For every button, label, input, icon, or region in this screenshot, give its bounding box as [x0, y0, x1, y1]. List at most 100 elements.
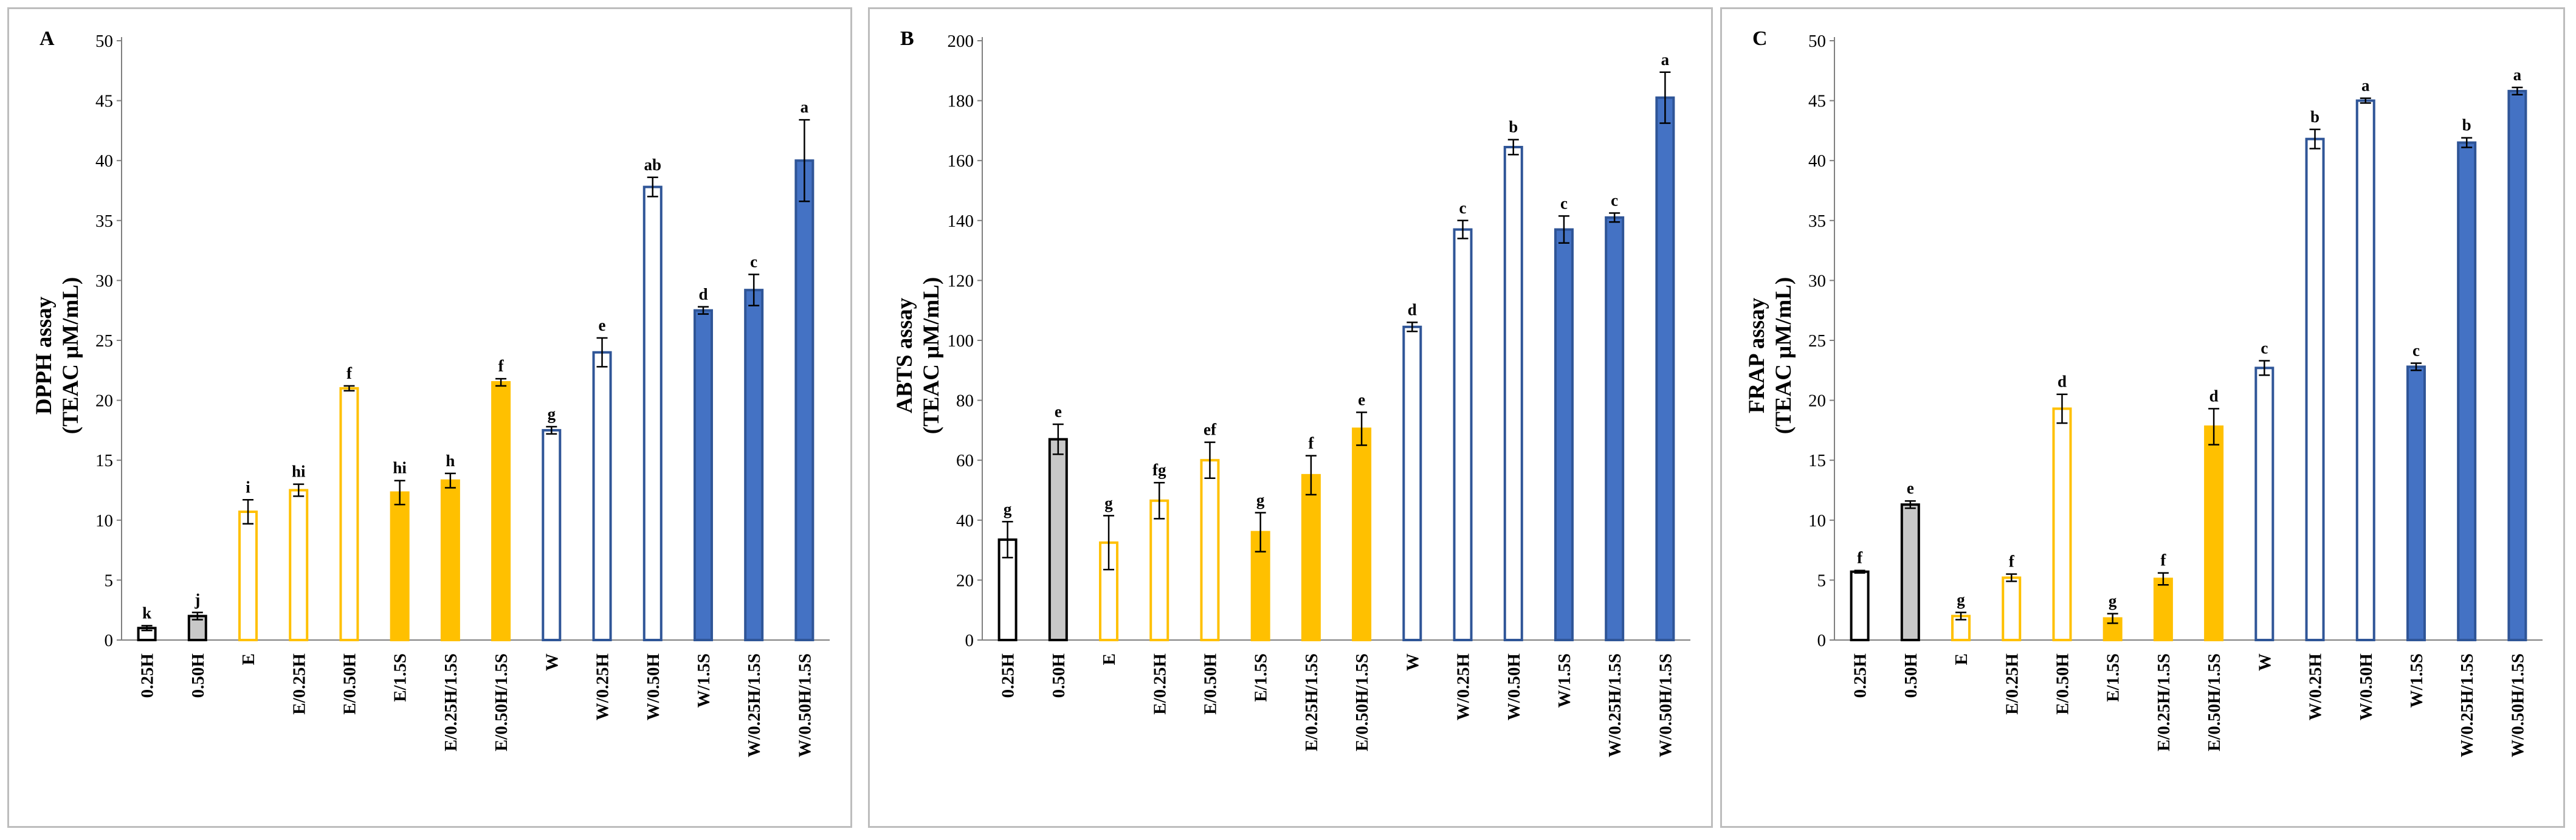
bar — [491, 381, 511, 642]
chart-panel-c: C FRAP assay (TEAC μM/mL) 0 5 10 15 20 25 30 35 4… — [1720, 7, 2565, 828]
category-label: E — [239, 653, 258, 665]
category-label: W/0.50H/1.5S — [795, 653, 814, 757]
bar — [1149, 499, 1169, 641]
significance-letter: f — [346, 364, 353, 382]
significance-letter: c — [2261, 339, 2268, 357]
significance-letter: g — [1104, 494, 1113, 512]
significance-letter: f — [1857, 549, 1863, 567]
category-label: 0.50H — [1901, 653, 1921, 698]
bar — [1900, 503, 1920, 641]
significance-letter: j — [194, 591, 200, 609]
bar-chart-svg: 0 20 40 60 80 100 120 140 160 180 200 g 0.25H e 0.50H g… — [948, 32, 1690, 757]
bar — [1048, 438, 1068, 641]
error-bar — [1558, 215, 1569, 244]
y-tick-label: 15 — [1808, 451, 1826, 470]
bar-chart-svg: 0 5 10 15 20 25 30 35 40 45 50 k 0.25H j 0.50H i Ehi E/0.… — [95, 32, 830, 757]
bar — [2052, 407, 2072, 641]
significance-letter: fg — [1152, 461, 1166, 479]
y-tick-label: 0 — [105, 631, 114, 650]
y-tick-label: 10 — [1808, 511, 1826, 531]
y-tick-label: 40 — [956, 511, 974, 531]
error-bar — [2107, 613, 2118, 624]
significance-letter: f — [1308, 434, 1314, 452]
error-bar — [243, 499, 254, 525]
y-tick-label: 25 — [95, 331, 113, 351]
category-label: E/0.25H/1.5S — [441, 653, 461, 751]
y-tick-label: 180 — [948, 92, 974, 111]
y-tick-label: 35 — [95, 212, 113, 231]
category-label: E — [1952, 653, 1971, 665]
error-bar — [1854, 570, 1865, 574]
error-bar — [2461, 137, 2473, 148]
bar — [2355, 99, 2375, 642]
error-bar — [1002, 521, 1013, 559]
bar — [1352, 427, 1372, 641]
category-label: W/1.5S — [694, 653, 714, 707]
significance-letter: a — [2513, 66, 2522, 84]
y-tick-label: 50 — [1808, 32, 1826, 51]
error-bar — [1904, 500, 1916, 509]
y-tick-label: 45 — [1808, 92, 1826, 111]
category-label: E/0.25H/1.5S — [1302, 653, 1321, 751]
error-bar — [444, 472, 456, 489]
error-bar — [1103, 515, 1115, 571]
bar — [1402, 325, 1422, 641]
significance-letter: i — [246, 478, 250, 496]
bar — [2305, 137, 2325, 642]
error-bar — [394, 480, 405, 506]
significance-letter: e — [599, 316, 606, 334]
significance-letter: k — [142, 604, 151, 622]
y-tick-label: 20 — [1808, 391, 1826, 411]
significance-letter: g — [1004, 500, 1012, 518]
y-tick-label: 160 — [948, 151, 974, 171]
category-label: E/0.25H — [2002, 653, 2022, 715]
bar — [1200, 459, 1220, 641]
y-tick-label: 140 — [948, 212, 974, 231]
category-label: E/0.50H — [340, 653, 359, 715]
bar — [339, 387, 359, 641]
error-bar — [546, 425, 557, 435]
error-bar — [1356, 411, 1368, 446]
significance-letter: g — [2109, 592, 2117, 610]
significance-letter: g — [1256, 491, 1265, 509]
y-tick-label: 5 — [1817, 571, 1827, 590]
significance-letter: e — [1358, 390, 1365, 408]
category-label: W/1.5S — [1555, 653, 1574, 707]
y-tick-label: 40 — [1808, 151, 1826, 171]
error-bar — [2512, 86, 2523, 95]
error-bar — [1255, 512, 1266, 553]
significance-letter: c — [2412, 341, 2420, 359]
error-bar — [495, 377, 507, 387]
error-bar — [1305, 455, 1317, 496]
category-label: E/0.50H/1.5S — [1352, 653, 1372, 751]
bar — [2507, 89, 2527, 642]
category-label: W — [1403, 653, 1422, 671]
error-bar — [748, 274, 760, 307]
category-label: E/0.50H — [2053, 653, 2072, 715]
significance-letter: hi — [393, 459, 407, 477]
category-label: E/1.5S — [2104, 653, 2123, 702]
significance-letter: c — [1611, 191, 1618, 209]
bar — [642, 185, 663, 642]
significance-letter: d — [698, 285, 708, 303]
bar-chart-svg: 0 5 10 15 20 25 30 35 40 45 50 f 0.25H e 0.50H g Ef E/0.2… — [1808, 32, 2543, 757]
error-bar — [1659, 71, 1671, 124]
significance-letter: d — [2209, 387, 2219, 405]
category-label: W — [542, 653, 562, 671]
error-bar — [2056, 393, 2068, 424]
chart-panel-b: B ABTS assay (TEAC μM/mL) 0 20 40 60 80 100 120… — [868, 7, 1713, 828]
significance-letter: e — [1907, 479, 1914, 497]
significance-letter: a — [2361, 77, 2370, 95]
category-label: 0.25H — [999, 653, 1018, 698]
significance-letter: b — [2462, 116, 2471, 134]
significance-letter: f — [2009, 553, 2015, 571]
y-tick-label: 40 — [95, 151, 113, 171]
error-bar — [1457, 219, 1469, 239]
error-bar — [141, 625, 153, 632]
bar — [1605, 216, 1625, 641]
category-label: W/0.25H/1.5S — [745, 653, 764, 757]
category-label: W/0.25H/1.5S — [1605, 653, 1625, 757]
significance-letter: b — [2310, 108, 2319, 126]
error-bar — [2360, 97, 2371, 104]
error-bar — [1609, 212, 1620, 223]
